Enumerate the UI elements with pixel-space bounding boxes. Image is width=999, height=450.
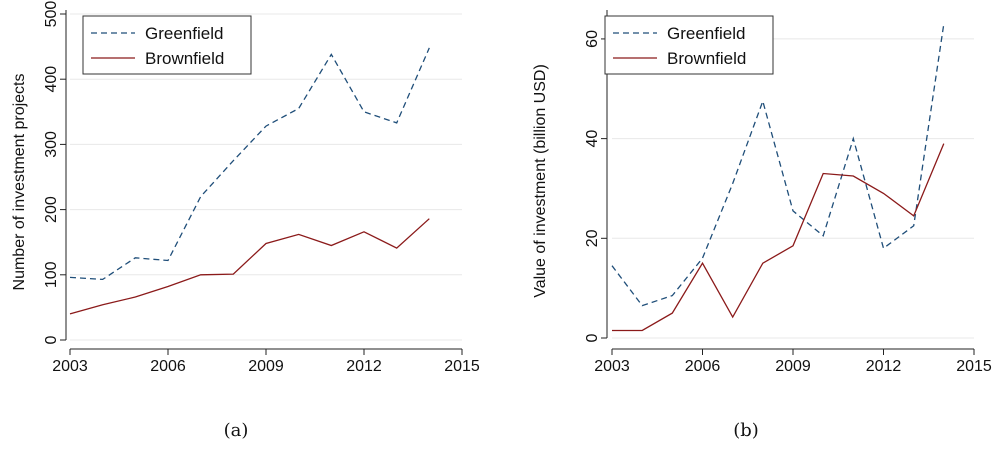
panel-caption: (b) [733, 420, 759, 441]
chart-a-svg: 0 100 200 300 400 500 2003 2006 2009 2012 2015 Numb… [11, 1, 480, 441]
chart-b-svg: 0 20 40 60 2003 2006 2009 2012 2015 Value of inve… [532, 10, 992, 441]
legend-label: Greenfield [145, 24, 223, 43]
legend-box [604, 15, 774, 75]
chart-panel-a: 0 100 200 300 400 500 2003 2006 2009 2012 2015 Numb… [11, 1, 480, 441]
y-tick-label: 200 [43, 196, 60, 223]
x-tick-label: 2015 [956, 358, 992, 375]
y-axis-title: Value of investment (billion USD) [532, 64, 549, 298]
series-line-brownfield [69, 218, 430, 315]
legend-box [82, 15, 252, 75]
series-line-brownfield [612, 143, 945, 332]
x-tick-label: 2006 [150, 358, 186, 375]
legend-label: Brownfield [667, 49, 746, 68]
y-tick-label: 500 [43, 1, 60, 28]
x-tick-label: 2012 [346, 358, 382, 375]
y-axis-title: Number of investment projects [11, 74, 28, 291]
y-tick-label: 20 [584, 229, 601, 247]
legend-label: Greenfield [667, 24, 745, 43]
x-tick-label: 2012 [866, 358, 902, 375]
legend: Greenfield Brownfield [82, 15, 252, 75]
x-tick-label: 2003 [594, 358, 630, 375]
y-tick-label: 40 [584, 130, 601, 148]
x-tick-label: 2009 [775, 358, 811, 375]
series-line-greenfield [611, 23, 945, 307]
panel-caption: (a) [224, 420, 249, 441]
series-line-greenfield [69, 47, 430, 281]
y-tick-label: 0 [584, 333, 601, 342]
chart-panel-b: 0 20 40 60 2003 2006 2009 2012 2015 Value of inve… [500, 0, 999, 450]
y-tick-label: 300 [43, 131, 60, 158]
x-tick-label: 2009 [248, 358, 284, 375]
x-tick-label: 2003 [52, 358, 88, 375]
x-tick-label: 2015 [444, 358, 480, 375]
y-tick-label: 60 [584, 30, 601, 48]
y-tick-label: 0 [43, 335, 60, 344]
y-tick-label: 400 [43, 66, 60, 93]
legend: Greenfield Brownfield [604, 15, 774, 75]
y-tick-label: 100 [43, 261, 60, 288]
legend-label: Brownfield [145, 49, 224, 68]
x-tick-label: 2006 [685, 358, 721, 375]
